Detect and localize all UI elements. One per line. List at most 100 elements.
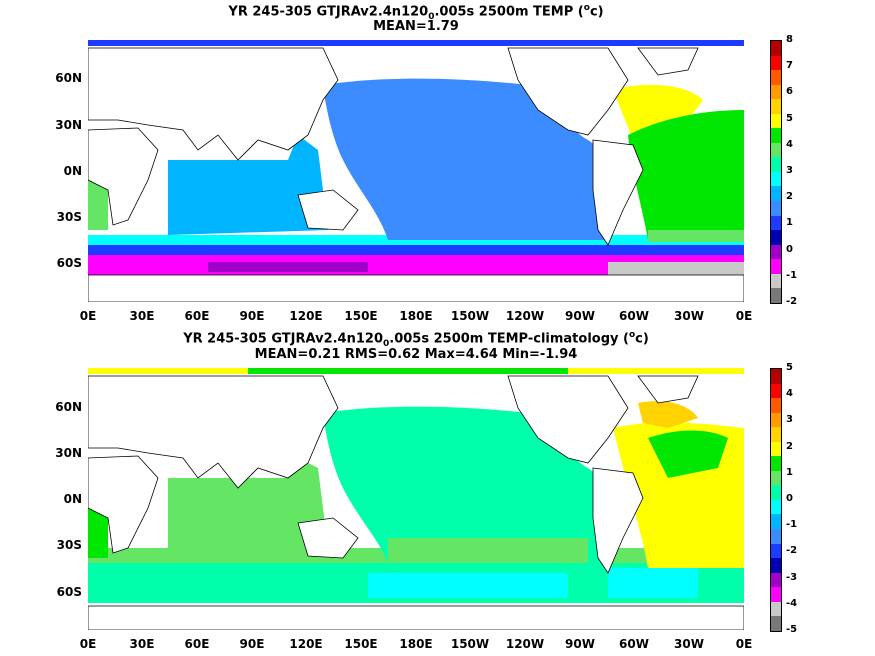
top-lat-label: 60S (56, 256, 82, 270)
bottom-map (87, 368, 745, 631)
colorbar-label: 1 (786, 217, 793, 229)
colorbar-segment (771, 201, 781, 216)
bottom-africa (87, 455, 159, 554)
bottom-indian-ocean (168, 458, 328, 553)
colorbar-segment (771, 171, 781, 187)
top-title: YR 245-305 GTJRAv2.4n1200.005s 2500m TEM… (228, 3, 604, 22)
bottom-eurasia (87, 375, 339, 489)
colorbar-label: 2 (786, 440, 793, 452)
colorbar-label: 1 (786, 466, 793, 478)
colorbar-label: -2 (786, 545, 798, 557)
top-lon-label: 150E (344, 309, 378, 323)
bottom-map-panel (87, 368, 745, 631)
top-lon-label: 0E (79, 309, 97, 323)
bottom-lat-label: 0N (63, 492, 82, 506)
colorbar-segment (771, 470, 781, 486)
top-lon-label: 150W (450, 309, 490, 323)
colorbar-label: 2 (786, 191, 793, 203)
colorbar-label: 7 (786, 60, 793, 72)
colorbar-segment (771, 601, 781, 617)
top-lat-label: 30S (56, 210, 82, 224)
colorbar-segment (771, 558, 781, 573)
top-lon-label: 0E (735, 309, 753, 323)
colorbar-segment (771, 128, 781, 143)
colorbar-label: -3 (786, 571, 798, 583)
top-greenland (637, 47, 699, 76)
bottom-stats: MEAN=0.21 RMS=0.62 Max=4.64 Min=-1.94 (254, 347, 578, 362)
colorbar-label: 0 (786, 493, 793, 504)
top-lat-label: 60N (55, 71, 82, 85)
top-lat-label: 0N (63, 164, 82, 178)
bottom-south-america (592, 467, 644, 574)
colorbar-segment (771, 412, 781, 428)
colorbar-segment (771, 427, 781, 442)
colorbar-label: -1 (786, 519, 798, 531)
colorbar-segment (771, 456, 781, 471)
bottom-lat-label: 30S (56, 538, 82, 552)
colorbar-segment (771, 230, 781, 245)
colorbar-segment (771, 273, 781, 289)
colorbar-segment (771, 383, 781, 399)
colorbar-segment (771, 244, 781, 260)
bottom-lat-label: 30N (55, 446, 82, 460)
top-lon-label: 90W (565, 309, 595, 323)
top-colorbar (770, 40, 782, 304)
bottom-colorbar (770, 368, 782, 632)
colorbar-segment (771, 215, 781, 231)
top-pacific (323, 78, 612, 240)
top-map-panel (87, 40, 745, 303)
colorbar-segment (771, 113, 781, 129)
colorbar-label: -4 (786, 597, 798, 609)
colorbar-segment (771, 41, 781, 56)
colorbar-label: 3 (786, 414, 793, 426)
bottom-antarctica (87, 605, 745, 631)
bottom-lon-label: 60E (184, 637, 210, 651)
colorbar-segment (771, 441, 781, 457)
bottom-lat-label: 60N (55, 400, 82, 414)
colorbar-label: 6 (786, 86, 793, 98)
top-lon-label: 30W (674, 309, 704, 323)
bottom-greenland (637, 375, 699, 404)
bottom-lon-label: 180E (399, 637, 433, 651)
bottom-pacific (323, 406, 612, 563)
bottom-lon-label: 30W (674, 637, 704, 651)
colorbar-segment (771, 288, 781, 303)
top-lon-label: 120E (289, 309, 323, 323)
colorbar-segment (771, 157, 781, 172)
top-lon-label: 60W (619, 309, 649, 323)
colorbar-label: 0 (786, 243, 793, 255)
bottom-lon-label: 60W (619, 637, 649, 651)
colorbar-segment (771, 84, 781, 100)
colorbar-segment (771, 142, 781, 158)
bottom-lon-label: 0E (735, 637, 753, 651)
colorbar-segment (771, 99, 781, 114)
bottom-lon-label: 0E (79, 637, 97, 651)
top-south-america (592, 139, 644, 246)
bottom-lon-label: 120W (505, 637, 545, 651)
colorbar-segment (771, 369, 781, 384)
colorbar-segment (771, 398, 781, 413)
colorbar-segment (771, 55, 781, 71)
colorbar-label: 4 (786, 388, 793, 400)
colorbar-segment (771, 499, 781, 515)
colorbar-segment (771, 186, 781, 202)
top-lon-label: 180E (399, 309, 433, 323)
colorbar-segment (771, 514, 781, 530)
colorbar-segment (771, 259, 781, 274)
top-atlantic (628, 110, 744, 240)
top-stats: MEAN=1.79 (373, 19, 459, 34)
bottom-lon-label: 90W (565, 637, 595, 651)
top-eurasia (87, 47, 339, 161)
colorbar-label: 4 (786, 138, 793, 150)
bottom-title: YR 245-305 GTJRAv2.4n1200.005s 2500m TEM… (183, 330, 649, 349)
bottom-australia (297, 517, 359, 559)
bottom-lon-label: 90E (239, 637, 265, 651)
bottom-lat-label: 60S (56, 585, 82, 599)
colorbar-label: -5 (786, 624, 798, 635)
top-north-atlantic (613, 84, 703, 140)
top-lon-label: 120W (505, 309, 545, 323)
top-lon-label: 90E (239, 309, 265, 323)
top-lon-label: 30E (129, 309, 155, 323)
top-australia (297, 189, 359, 231)
top-lat-label: 30N (55, 118, 82, 132)
